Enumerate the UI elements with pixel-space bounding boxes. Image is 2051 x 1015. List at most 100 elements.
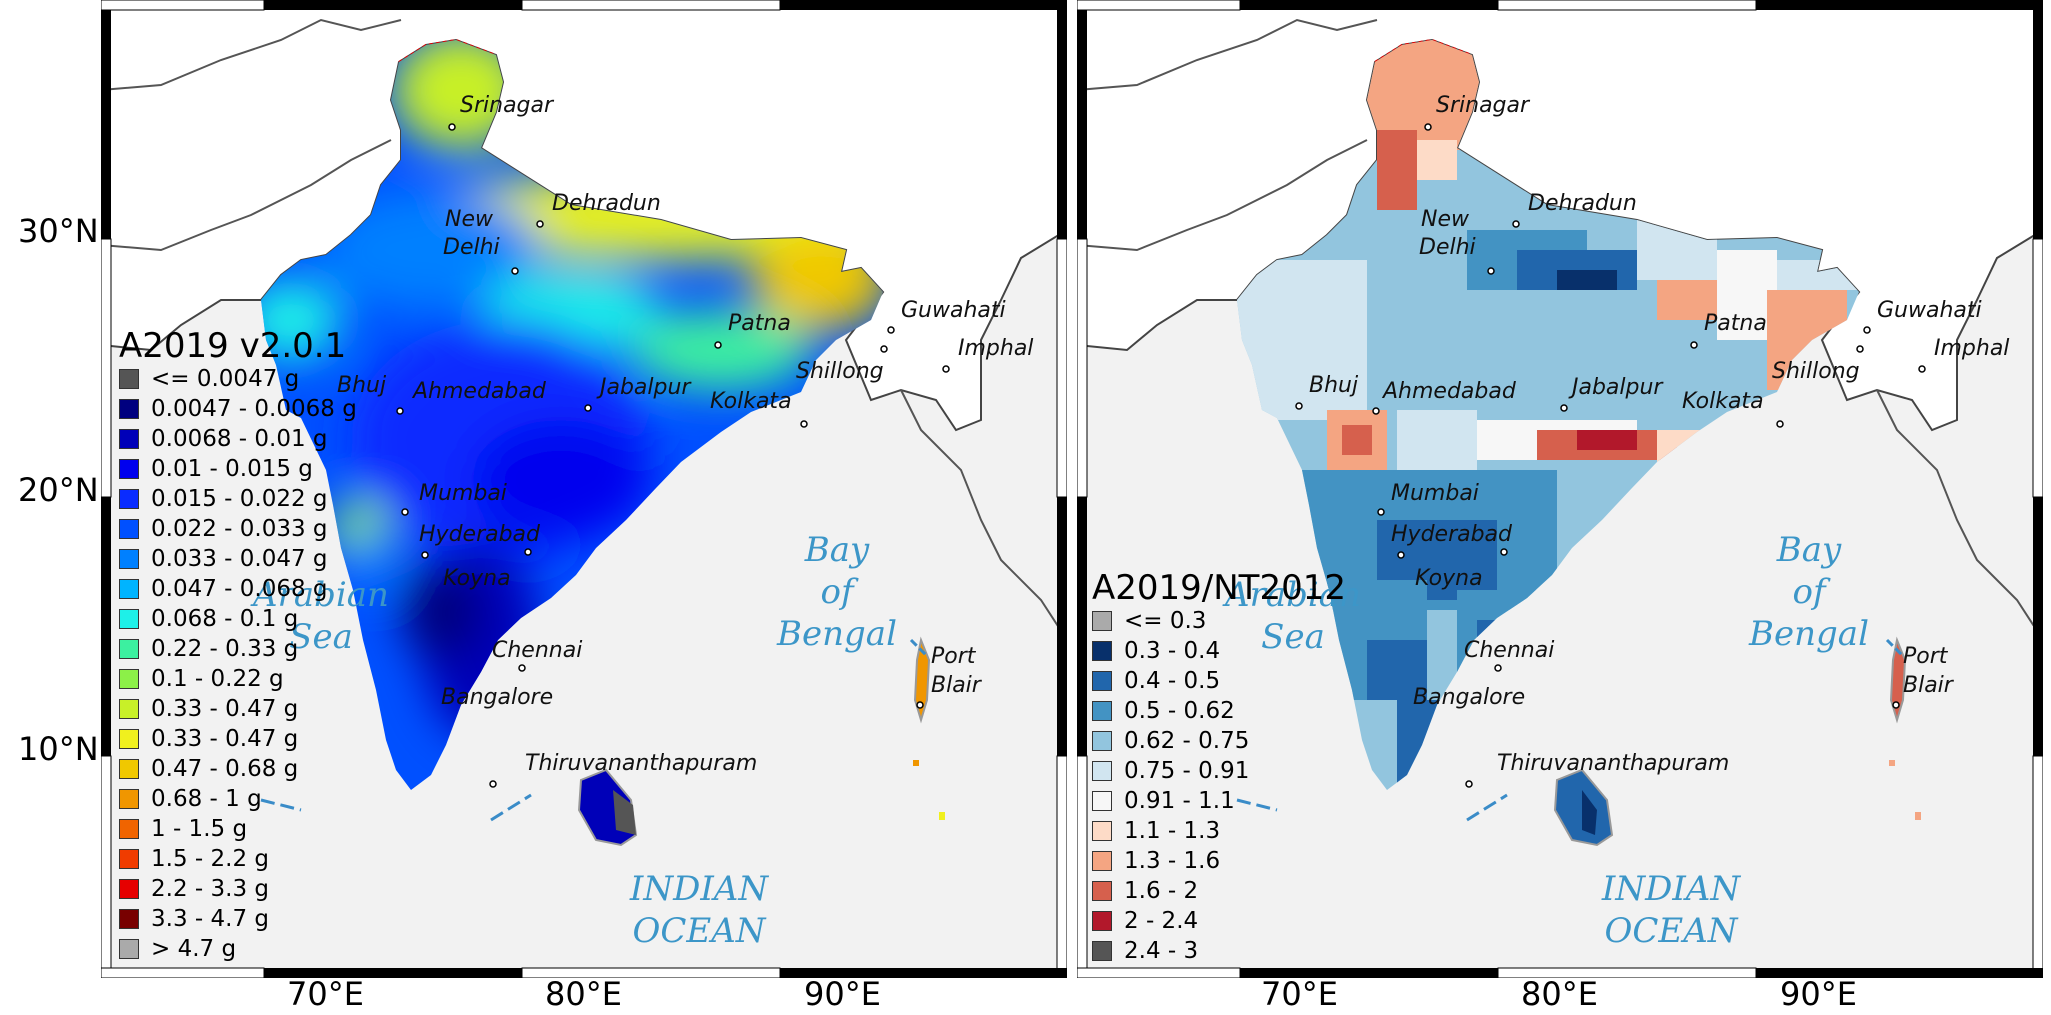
legend-label: 0.033 - 0.047 g — [151, 546, 328, 572]
city-label-dehradun: Dehradun — [552, 191, 661, 216]
legend-item: 0.47 - 0.68 g — [119, 754, 357, 784]
legend-swatch — [1092, 881, 1112, 901]
nicobar-island — [1915, 812, 1921, 820]
city-label-thiruvananthapuram: Thiruvananthapuram — [525, 751, 757, 776]
legend-swatch — [119, 579, 139, 599]
legend-swatch — [119, 939, 139, 959]
nicobar-island — [913, 760, 919, 766]
city-label-ahmedabad: Ahmedabad — [1381, 379, 1517, 404]
legend-item: 3.3 - 4.7 g — [119, 904, 357, 934]
legend-swatch — [1092, 731, 1112, 751]
legend-label: <= 0.3 — [1124, 608, 1207, 634]
water-label-bay-2: of — [1792, 572, 1830, 612]
city-label-chennai: Chennai — [492, 638, 582, 663]
legend-label: 0.75 - 0.91 — [1124, 758, 1250, 784]
water-label-arabian-2: Sea — [289, 617, 353, 657]
legend-swatch — [119, 429, 139, 449]
legend-label: 0.33 - 0.47 g — [151, 726, 299, 752]
city-label-port-blair-1: Port — [1903, 644, 1949, 669]
legend-item: 0.0047 - 0.0068 g — [119, 394, 357, 424]
legend-swatch — [119, 849, 139, 869]
legend-item: <= 0.0047 g — [119, 364, 357, 394]
city-label-koyna: Koyna — [1415, 566, 1483, 591]
legend-label: 0.068 - 0.1 g — [151, 606, 299, 632]
legend-swatch — [119, 609, 139, 629]
city-label-new-delhi-2: Delhi — [443, 235, 500, 260]
legend-swatch — [1092, 791, 1112, 811]
legend-item: 0.3 - 0.4 — [1092, 636, 1346, 666]
legend-label: 1.3 - 1.6 — [1124, 848, 1221, 874]
legend-item: 0.01 - 0.015 g — [119, 454, 357, 484]
legend-swatch — [119, 759, 139, 779]
city-label-shillong: Shillong — [1772, 359, 1860, 384]
legend-label: 1.5 - 2.2 g — [151, 846, 269, 872]
city-label-port-blair-2: Blair — [931, 673, 983, 698]
lat-label-20n: 20°N — [18, 471, 99, 509]
water-label-bay-3: Bengal — [776, 614, 897, 654]
water-label-bay-2: of — [820, 572, 858, 612]
legend-item: <= 0.3 — [1092, 606, 1346, 636]
legend-item: 2.4 - 3 — [1092, 936, 1346, 966]
legend-item: 1.6 - 2 — [1092, 876, 1346, 906]
legend-label: > 4.7 g — [151, 936, 237, 962]
water-label-arabian-1: Arabian — [1222, 575, 1361, 615]
map-frame — [1077, 0, 2043, 978]
city-label-mumbai: Mumbai — [1391, 481, 1479, 506]
lon-label-left-70e: 70°E — [287, 975, 364, 1013]
legend-swatch — [119, 459, 139, 479]
legend-item: 0.68 - 1 g — [119, 784, 357, 814]
nicobar-island — [1889, 760, 1895, 766]
legend-swatch — [119, 729, 139, 749]
legend-item: 1.3 - 1.6 — [1092, 846, 1346, 876]
legend-item: 0.75 - 0.91 — [1092, 756, 1346, 786]
legend-item: 0.5 - 0.62 — [1092, 696, 1346, 726]
border-line — [101, 139, 392, 252]
border-line — [1077, 139, 1368, 252]
sri-lanka-low-zone — [1582, 790, 1597, 835]
city-label-mumbai: Mumbai — [419, 481, 507, 506]
map-frame — [101, 0, 1067, 978]
fault-trace — [1236, 798, 1278, 812]
lon-label-left-80e: 80°E — [545, 975, 622, 1013]
city-label-bhuj: Bhuj — [1309, 373, 1359, 398]
city-label-patna: Patna — [1704, 311, 1767, 336]
coast-line — [1876, 389, 2043, 641]
legend-item: 2.2 - 3.3 g — [119, 874, 357, 904]
fault-trace — [1466, 793, 1508, 822]
legend-label: 0.68 - 1 g — [151, 786, 262, 812]
andaman-islands — [1889, 636, 1907, 724]
legend-swatch — [119, 699, 139, 719]
legend-item: 0.022 - 0.033 g — [119, 514, 357, 544]
city-label-koyna: Koyna — [443, 566, 511, 591]
legend-title: A2019 v2.0.1 — [119, 326, 347, 366]
legend-item: > 4.7 g — [119, 934, 357, 964]
city-label-kolkata: Kolkata — [710, 389, 792, 414]
legend-item: 1.5 - 2.2 g — [119, 844, 357, 874]
city-label-shillong: Shillong — [796, 359, 884, 384]
legend-item: 0.047 - 0.068 g — [119, 574, 357, 604]
legend-label: 0.33 - 0.47 g — [151, 696, 299, 722]
legend-rows: <= 0.0047 g 0.0047 - 0.0068 g 0.0068 - 0.0… — [119, 364, 357, 964]
coast-line — [900, 389, 1067, 641]
legend-swatch — [1092, 941, 1112, 961]
legend-label: 0.62 - 0.75 — [1124, 728, 1250, 754]
legend-label: 0.01 - 0.015 g — [151, 456, 313, 482]
legend-item: 0.0068 - 0.01 g — [119, 424, 357, 454]
city-label-new-delhi-1: New — [445, 207, 494, 232]
legend-swatch — [119, 879, 139, 899]
city-label-kolkata: Kolkata — [1682, 389, 1764, 414]
map-panel-ratio: Srinagar Dehradun New Delhi Patna Guwaha… — [1077, 0, 2043, 978]
legend-label: 2.4 - 3 — [1124, 938, 1199, 964]
legend-a2019: A2019 v2.0.1 <= 0.0047 g 0.0047 - 0.0068 … — [119, 328, 357, 964]
fault-trace — [260, 798, 302, 812]
legend-swatch — [1092, 671, 1112, 691]
legend-item: 1.1 - 1.3 — [1092, 816, 1346, 846]
fault-trace — [909, 638, 928, 657]
legend-label: 0.47 - 0.68 g — [151, 756, 299, 782]
legend-swatch — [1092, 821, 1112, 841]
legend-label: 0.0068 - 0.01 g — [151, 426, 328, 452]
legend-item: 0.22 - 0.33 g — [119, 634, 357, 664]
city-label-new-delhi-1: New — [1421, 207, 1470, 232]
legend-swatch — [119, 369, 139, 389]
legend-swatch — [119, 909, 139, 929]
